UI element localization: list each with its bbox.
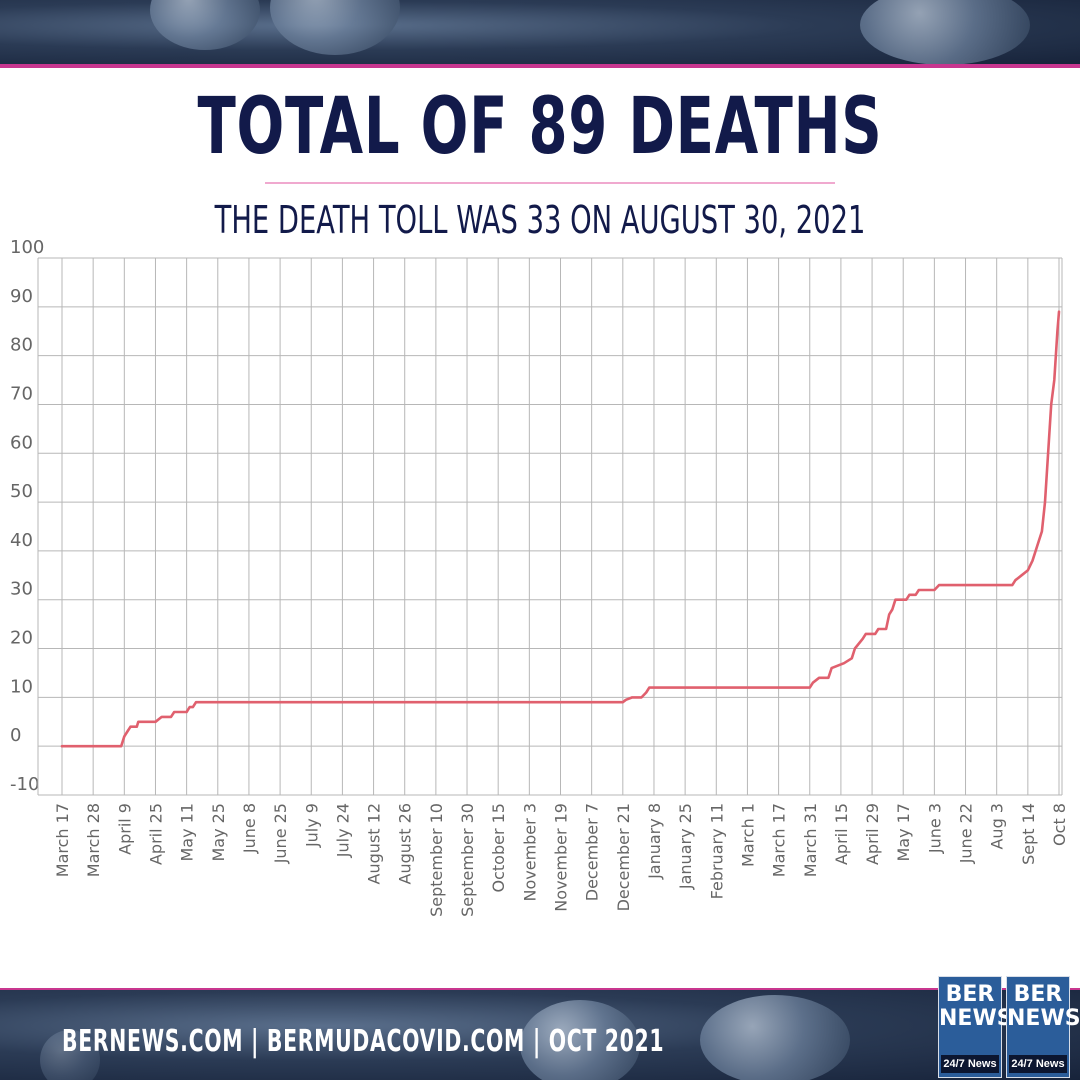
y-tick-label: 80 <box>10 335 33 356</box>
y-tick-label: 60 <box>10 432 33 453</box>
logo-brand-text: BER NEWS <box>939 982 1013 1031</box>
y-tick-label: 70 <box>10 383 33 404</box>
x-tick-label: Sept 14 <box>1019 803 1038 865</box>
title-divider <box>265 182 835 184</box>
x-tick-label: Oct 8 <box>1050 803 1069 846</box>
y-tick-label: 0 <box>10 725 21 746</box>
y-tick-label: 10 <box>10 676 33 697</box>
x-tick-label: March 17 <box>53 803 72 877</box>
x-tick-label: July 9 <box>302 803 321 848</box>
bottom-banner <box>0 990 1080 1080</box>
death-toll-series-line <box>60 310 1061 748</box>
virus-image <box>860 0 1030 64</box>
x-tick-label: August 26 <box>396 803 415 884</box>
x-tick-label: May 17 <box>894 803 913 862</box>
x-tick-label: April 9 <box>115 803 134 855</box>
y-tick-label: 90 <box>10 286 33 307</box>
logo-tag-text: 24/7 News <box>1009 1055 1067 1073</box>
bernews-logo: BER NEWS 24/7 News <box>938 976 1013 1078</box>
x-tick-label: June 3 <box>925 803 944 854</box>
virus-image <box>520 1000 640 1080</box>
x-tick-label: June 8 <box>240 803 259 854</box>
virus-image <box>40 1030 100 1080</box>
x-tick-label: March 17 <box>770 803 789 877</box>
x-tick-label: October 15 <box>489 803 508 892</box>
y-tick-label: 30 <box>10 579 33 600</box>
bernews-logo: BER NEWS 24/7 News <box>1006 976 1080 1078</box>
y-tick-label: 50 <box>10 481 33 502</box>
x-tick-label: June 25 <box>271 803 290 864</box>
y-tick-label: -10 <box>10 774 39 795</box>
virus-image <box>700 995 850 1080</box>
x-tick-label: June 22 <box>957 803 976 864</box>
x-tick-label: January 8 <box>645 803 664 880</box>
logo-brand-text: BER NEWS <box>1007 982 1080 1031</box>
y-tick-label: 20 <box>10 628 33 649</box>
x-tick-label: July 24 <box>333 803 352 858</box>
x-tick-label: April 25 <box>146 803 165 865</box>
page-title: TOTAL OF 89 DEATHS <box>197 82 883 172</box>
x-tick-label: February 11 <box>707 803 726 899</box>
page-subtitle: THE DEATH TOLL WAS 33 ON AUGUST 30, 2021 <box>214 198 866 242</box>
x-tick-label: November 3 <box>520 803 539 902</box>
x-tick-label: November 19 <box>552 803 571 912</box>
x-tick-label: April 15 <box>832 803 851 865</box>
top-accent-rule <box>0 64 1080 68</box>
x-tick-label: August 12 <box>365 803 384 884</box>
x-tick-label: March 1 <box>738 803 757 867</box>
virus-image <box>150 0 260 50</box>
y-tick-label: 100 <box>10 237 44 258</box>
x-tick-label: December 21 <box>614 803 633 911</box>
footer-credits: BERNEWS.COM | BERMUDACOVID.COM | OCT 202… <box>62 1024 665 1059</box>
x-tick-label: Aug 3 <box>988 803 1007 850</box>
x-tick-label: April 29 <box>863 803 882 865</box>
x-tick-label: January 25 <box>676 803 695 890</box>
y-tick-label: 40 <box>10 530 33 551</box>
x-tick-label: September 30 <box>458 803 477 917</box>
virus-image <box>270 0 400 55</box>
top-banner <box>0 0 1080 64</box>
x-tick-label: December 7 <box>583 803 602 901</box>
logo-tag-text: 24/7 News <box>941 1055 999 1073</box>
x-tick-label: March 31 <box>801 803 820 877</box>
x-tick-label: May 11 <box>178 803 197 862</box>
x-tick-label: September 10 <box>427 803 446 917</box>
x-tick-label: March 28 <box>84 803 103 877</box>
x-tick-label: May 25 <box>209 803 228 862</box>
